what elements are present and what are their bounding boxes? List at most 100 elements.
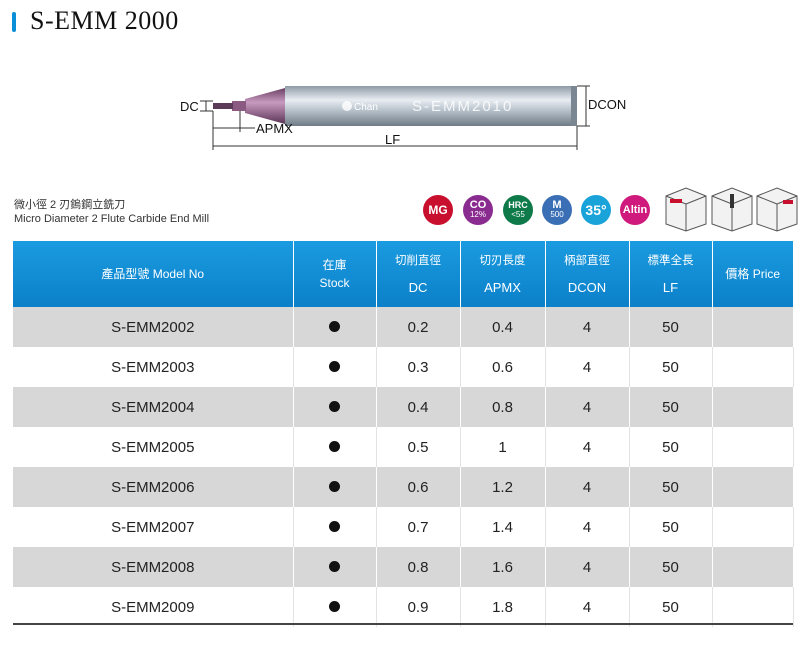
table-row: S-EMM2002 0.2 0.4 4 50 (13, 307, 793, 347)
price-cell (712, 347, 794, 387)
apmx-cell: 1.8 (460, 587, 546, 627)
dcon-cell: 4 (545, 547, 630, 587)
price-cell (712, 587, 794, 627)
stock-cell (293, 467, 377, 507)
dc-cell: 0.3 (376, 347, 461, 387)
model-cell: S-EMM2002 (13, 307, 294, 347)
dcon-label: DCON (588, 97, 627, 112)
dcon-cell: 4 (545, 587, 630, 627)
table-row: S-EMM2003 0.3 0.6 4 50 (13, 347, 794, 387)
in-stock-dot-icon (329, 400, 340, 412)
price-cell (712, 427, 794, 467)
shank-body (285, 86, 575, 126)
in-stock-dot-icon (329, 600, 340, 612)
cobalt-badge: CO 12% (463, 195, 493, 225)
flute-tip (213, 103, 233, 109)
col-apmx: 切刃長度 APMX (460, 241, 546, 307)
svg-text:Chan: Chan (354, 102, 378, 113)
page-title: S-EMM 2000 (30, 6, 179, 35)
table-row: S-EMM2006 0.6 1.2 4 50 (13, 467, 793, 507)
dcon-cell: 4 (545, 467, 630, 507)
col-dc: 切削直徑 DC (376, 241, 461, 307)
dc-label: DC (180, 99, 199, 114)
table-row: S-EMM2005 0.5 1 4 50 (13, 427, 794, 467)
dcon-cell: 4 (545, 387, 630, 427)
table-row: S-EMM2008 0.8 1.6 4 50 (13, 547, 793, 587)
table-header-row: 產品型號 Model No 在庫 Stock 切削直徑 DC 切刃長度 APMX 柄部… (13, 241, 793, 307)
stock-cell (293, 387, 377, 427)
table-bottom-rule (13, 623, 793, 625)
m500-badge: M 500 (542, 195, 572, 225)
dc-cell: 0.7 (376, 507, 461, 547)
col-lf: 標準全長 LF (629, 241, 713, 307)
in-stock-dot-icon (329, 520, 340, 532)
dc-cell: 0.5 (376, 427, 461, 467)
dc-cell: 0.9 (376, 587, 461, 627)
model-cell: S-EMM2003 (13, 347, 294, 387)
col-stock: 在庫 Stock (293, 241, 377, 307)
lf-cell: 50 (629, 547, 713, 587)
in-stock-dot-icon (329, 320, 340, 332)
lf-cell: 50 (629, 467, 713, 507)
dcon-cell: 4 (545, 507, 630, 547)
stock-cell (293, 307, 377, 347)
stock-cell (293, 587, 377, 627)
helix-35-badge: 35° (581, 195, 611, 225)
model-cell: S-EMM2006 (13, 467, 294, 507)
dcon-cell: 4 (545, 347, 630, 387)
stock-cell (293, 507, 377, 547)
price-cell (712, 387, 793, 427)
col-dcon: 柄部直徑 DCON (545, 241, 630, 307)
tool-diagram: Chan S-EMM2010 DC APMX LF DCON (0, 70, 800, 170)
apmx-cell: 0.6 (460, 347, 546, 387)
profiling-icon (756, 187, 798, 232)
lf-cell: 50 (629, 347, 713, 387)
dcon-cell: 4 (545, 307, 630, 347)
dc-cell: 0.2 (376, 307, 461, 347)
coated-neck (245, 88, 285, 124)
lf-cell: 50 (629, 587, 713, 627)
dc-cell: 0.8 (376, 547, 461, 587)
dc-cell: 0.6 (376, 467, 461, 507)
side-milling-icon (711, 187, 753, 232)
price-cell (712, 467, 793, 507)
hrc-badge: HRC <55 (503, 195, 533, 225)
dc-cell: 0.4 (376, 387, 461, 427)
altin-coating-badge: Altin (620, 195, 650, 225)
model-cell: S-EMM2007 (13, 507, 294, 547)
apmx-cell: 1.4 (460, 507, 546, 547)
apmx-cell: 1.6 (460, 547, 546, 587)
price-cell (712, 307, 793, 347)
table-row: S-EMM2009 0.9 1.8 4 50 (13, 587, 794, 627)
svg-text:S-EMM2010: S-EMM2010 (412, 98, 513, 115)
subtitle-zh: 微小徑 2 刃鎢鋼立銑刀 (14, 199, 126, 211)
model-cell: S-EMM2008 (13, 547, 294, 587)
stock-cell (293, 347, 377, 387)
lf-cell: 50 (629, 507, 713, 547)
stock-cell (293, 427, 377, 467)
title-accent-bar (12, 12, 16, 32)
lf-cell: 50 (629, 387, 713, 427)
model-cell: S-EMM2004 (13, 387, 294, 427)
col-model: 產品型號 Model No (13, 241, 294, 307)
slotting-icon (665, 187, 707, 232)
end-mill-drawing: Chan S-EMM2010 (200, 85, 590, 150)
table-row: S-EMM2007 0.7 1.4 4 50 (13, 507, 794, 547)
subtitle-en: Micro Diameter 2 Flute Carbide End Mill (14, 213, 210, 225)
apmx-cell: 0.4 (460, 307, 546, 347)
apmx-label: APMX (256, 121, 293, 136)
lf-label: LF (385, 132, 401, 147)
model-cell: S-EMM2005 (13, 427, 294, 467)
stock-cell (293, 547, 377, 587)
in-stock-dot-icon (329, 560, 340, 572)
dcon-cell: 4 (545, 427, 630, 467)
spec-table: 產品型號 Model No 在庫 Stock 切削直徑 DC 切刃長度 APMX 柄部… (13, 241, 794, 627)
in-stock-dot-icon (329, 480, 340, 492)
price-cell (712, 547, 793, 587)
lf-cell: 50 (629, 307, 713, 347)
apmx-cell: 1 (460, 427, 546, 467)
operation-icons (664, 186, 799, 237)
mg-badge: MG (423, 195, 453, 225)
lf-cell: 50 (629, 427, 713, 467)
model-cell: S-EMM2009 (13, 587, 294, 627)
